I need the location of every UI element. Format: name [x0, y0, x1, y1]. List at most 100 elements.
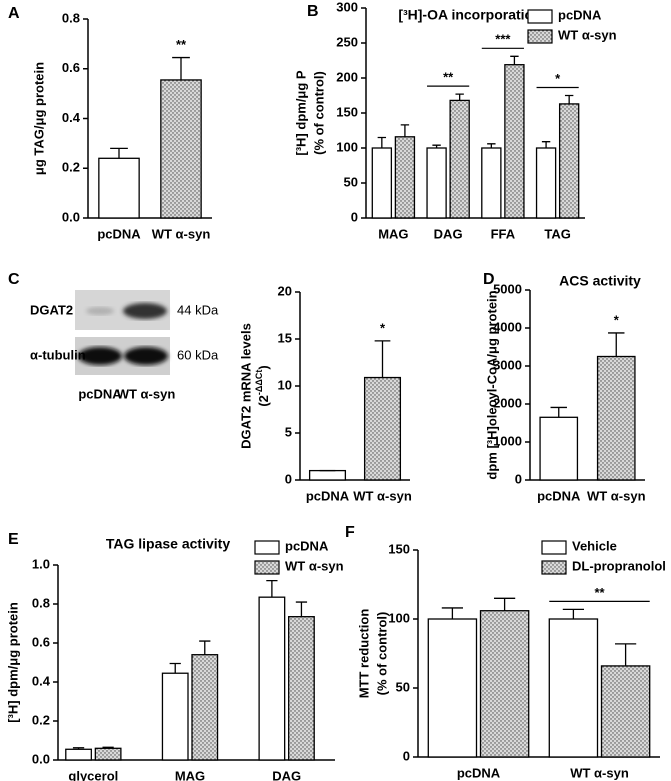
significance-label: * — [614, 312, 620, 327]
legend-label: WT α-syn — [558, 27, 617, 42]
legend-swatch — [254, 560, 280, 575]
y-tick-label: 10 — [278, 377, 292, 392]
bar — [558, 103, 580, 219]
y-axis-label: DGAT2 mRNA levels — [238, 323, 253, 449]
legend-swatch — [541, 540, 567, 555]
y-tick-label: 2000 — [493, 395, 522, 410]
error-bar — [102, 746, 114, 749]
error-bar — [564, 94, 574, 104]
x-tick-label: glycerol — [68, 768, 118, 781]
legend-label: pcDNA — [558, 7, 602, 22]
y-tick-label: 1.0 — [32, 556, 50, 571]
y-tick-label: 150 — [388, 541, 410, 556]
error-bar — [169, 662, 181, 674]
blot-size: 44 kDa — [177, 302, 219, 317]
blot-row-label: DGAT2 — [30, 302, 73, 317]
panel-letter: C — [8, 271, 20, 288]
x-tick-label: FFA — [491, 226, 516, 241]
bar — [363, 376, 402, 481]
blot-lane: WT α-syn — [117, 386, 176, 401]
y-axis-label: dpm [³H]oleoyl-CoA/μg protein — [484, 290, 499, 479]
bar — [160, 79, 202, 219]
chart-panel: B [³H]-OA incorporation [³H] dpm/μg P (% of… — [293, 0, 616, 241]
y-tick-label: 100 — [336, 139, 358, 154]
blot-band — [124, 347, 168, 365]
y-axis-label: [³H] dpm/μg P — [293, 70, 308, 156]
bar — [539, 416, 579, 481]
chart-panel: F MTT reduction (% of control) 0 50 100 150 pcD… — [345, 524, 666, 780]
legend-swatch — [541, 560, 567, 575]
y-tick-label: 0 — [285, 471, 292, 486]
error-bar — [494, 597, 516, 611]
error-bar — [374, 340, 391, 378]
y-tick-label: 300 — [336, 0, 358, 14]
x-tick-label: pcDNA — [306, 488, 350, 503]
y-tick-label: 0.4 — [32, 673, 51, 688]
y-tick-label: 3000 — [493, 357, 522, 372]
blot-lane: pcDNA — [78, 386, 122, 401]
bar — [65, 748, 92, 761]
x-tick-label: WT α-syn — [152, 226, 211, 241]
error-bar — [266, 579, 278, 598]
blot-band — [123, 303, 167, 319]
significance-label: * — [555, 71, 561, 86]
legend-swatch — [527, 9, 553, 24]
blot-size: 60 kDa — [177, 347, 219, 362]
bar — [288, 616, 315, 761]
legend-label: WT α-syn — [285, 558, 344, 573]
x-tick-label: DAG — [272, 768, 301, 781]
x-tick-label: WT α-syn — [587, 488, 646, 503]
legend-swatch — [527, 29, 553, 44]
bar — [504, 64, 525, 219]
y-axis-label: (% of control) — [374, 612, 389, 696]
x-tick-label: WT α-syn — [353, 488, 412, 503]
significance-label: *** — [495, 32, 511, 47]
chart-panel: DGAT2 mRNA levels (2-ΔΔCt) 0 5 10 15 20 pcDNA WT… — [238, 283, 411, 503]
panel-letter: F — [345, 524, 355, 541]
bar — [449, 99, 470, 219]
bar — [600, 665, 651, 758]
y-tick-label: 100 — [388, 610, 410, 625]
y-tick-label: 50 — [344, 174, 358, 189]
legend-label: DL-propranolol — [572, 558, 666, 573]
y-tick-label: 0.2 — [62, 160, 80, 175]
error-bar — [541, 141, 551, 148]
error-bar — [295, 601, 308, 617]
significance-label: ** — [176, 37, 187, 52]
y-axis-label: μg TAG/μg protein — [31, 62, 46, 175]
error-bar — [172, 56, 190, 80]
y-tick-label: 15 — [278, 330, 292, 345]
y-tick-label: 0.6 — [32, 634, 50, 649]
bar — [535, 147, 557, 219]
error-bar — [487, 143, 496, 148]
y-axis-label-part: ) — [256, 365, 271, 369]
y-axis-label-part: -ΔΔCt — [254, 370, 264, 395]
x-tick-label: pcDNA — [537, 488, 581, 503]
legend-label: Vehicle — [572, 538, 617, 553]
chart-title: TAG lipase activity — [106, 536, 230, 552]
error-bar — [608, 332, 625, 357]
y-tick-label: 0 — [351, 209, 358, 224]
blot-band — [78, 347, 122, 365]
y-tick-label: 150 — [336, 104, 358, 119]
significance-label: * — [380, 320, 386, 335]
y-axis-label: (% of control) — [311, 71, 326, 155]
panel-letter: A — [8, 5, 20, 22]
y-axis-label-part: (2 — [256, 395, 271, 407]
error-bar — [510, 55, 519, 65]
bar — [94, 747, 122, 761]
chart-panel: E TAG lipase activity [³H] dpm/μg protein 0… — [5, 531, 343, 781]
error-bar — [441, 607, 463, 619]
y-axis-label: MTT reduction — [356, 609, 371, 699]
significance-label: ** — [443, 70, 454, 85]
y-tick-label: 0 — [403, 748, 410, 763]
y-tick-label: 5 — [285, 424, 292, 439]
blot-band — [86, 307, 114, 315]
bar — [191, 654, 219, 761]
error-bar — [72, 747, 85, 750]
error-bar — [432, 144, 441, 148]
x-tick-label: DAG — [434, 226, 463, 241]
error-bar — [110, 147, 128, 159]
panel-letter: E — [8, 531, 19, 548]
